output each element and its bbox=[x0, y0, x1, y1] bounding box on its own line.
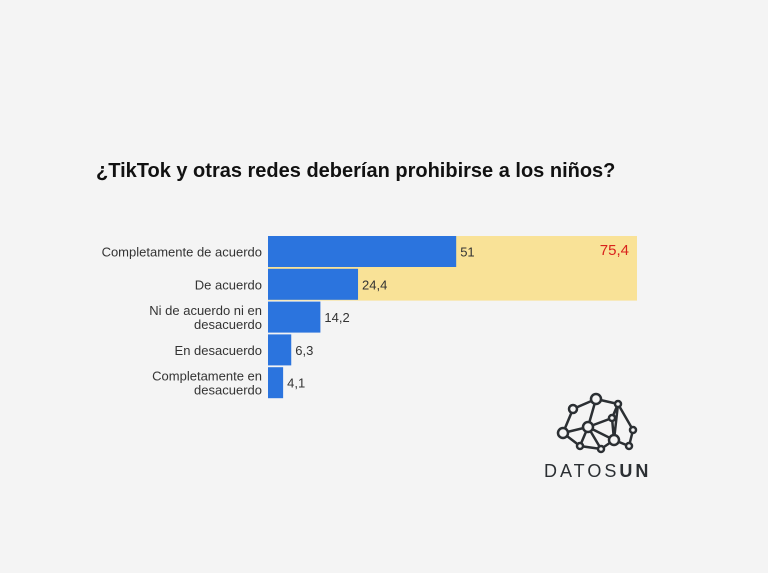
category-label: Completamente en bbox=[152, 369, 262, 384]
category-label: En desacuerdo bbox=[175, 343, 262, 358]
logo-text: DATOSUN bbox=[544, 461, 652, 481]
bar bbox=[268, 236, 457, 267]
bar bbox=[268, 301, 321, 333]
bar bbox=[268, 268, 359, 300]
bar bbox=[268, 334, 292, 366]
category-label: Ni de acuerdo ni en bbox=[149, 303, 262, 318]
value-label: 4,1 bbox=[287, 376, 305, 391]
value-label: 24,4 bbox=[362, 277, 387, 292]
value-label: 14,2 bbox=[324, 310, 349, 325]
category-label: desacuerdo bbox=[194, 383, 262, 398]
highlight-label: 75,4 bbox=[600, 242, 629, 259]
value-label: 6,3 bbox=[295, 343, 313, 358]
chart-title: ¿TikTok y otras redes deberían prohibirs… bbox=[96, 160, 616, 182]
category-label: De acuerdo bbox=[195, 277, 262, 292]
category-label: desacuerdo bbox=[194, 317, 262, 332]
bar bbox=[268, 367, 284, 399]
value-label: 51 bbox=[460, 245, 474, 260]
category-label: Completamente de acuerdo bbox=[102, 245, 262, 260]
